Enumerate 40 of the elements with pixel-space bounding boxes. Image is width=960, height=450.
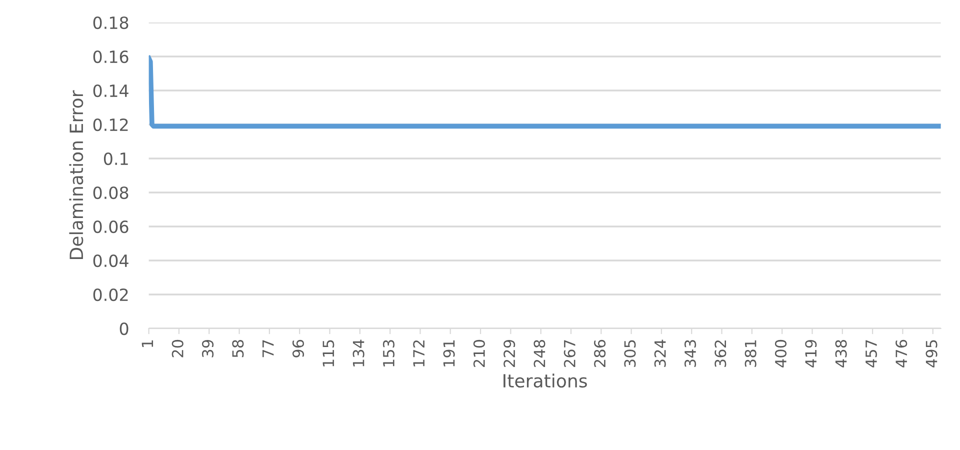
x-tick-label: 58	[232, 340, 244, 358]
x-tick-label: 286	[594, 340, 606, 367]
x-tick-label: 115	[322, 340, 334, 366]
x-tick-label: 438	[835, 340, 847, 368]
x-tick-label: 457	[866, 340, 877, 368]
x-tick-label: 362	[714, 340, 726, 367]
x-tick-label: 267	[564, 340, 576, 367]
x-tick-label: 229	[504, 340, 516, 367]
x-tick-label: 134	[352, 340, 364, 366]
x-tick-label: 343	[684, 340, 696, 367]
y-tick-label: 0.08	[93, 186, 128, 200]
line-series	[148, 56, 941, 129]
x-tick-label: 419	[805, 340, 817, 368]
x-tick-label: 248	[534, 340, 546, 367]
y-tick-label: 0.1	[104, 152, 128, 166]
x-tick-label: 210	[473, 340, 485, 367]
y-tick-label: 0.12	[93, 118, 128, 132]
y-tick-label: 0.06	[93, 220, 128, 234]
y-tick-label: 0.04	[93, 254, 128, 268]
x-tick-label: 191	[443, 340, 455, 366]
x-tick-label: 39	[202, 340, 214, 358]
y-tick-label: 0.18	[93, 16, 128, 30]
x-tick-label: 1	[142, 340, 154, 347]
y-axis-title: Delamination Error	[69, 90, 84, 259]
x-tick-label: 77	[262, 340, 274, 358]
x-tick-label: 96	[292, 340, 304, 358]
y-tick-label: 0.16	[93, 50, 128, 64]
x-tick-label: 400	[774, 340, 787, 368]
x-tick-label: 20	[172, 340, 184, 358]
y-tick-label: 0	[120, 322, 128, 336]
x-axis-title: Iterations	[504, 374, 587, 388]
x-tick-label: 153	[382, 340, 394, 366]
x-tick-label: 172	[413, 340, 424, 366]
y-tick-label: 0.14	[93, 84, 128, 98]
x-tick-label: 305	[624, 340, 636, 367]
x-tick-label: 381	[744, 340, 756, 367]
x-tick-label: 476	[896, 340, 908, 368]
x-tick-label: 495	[926, 340, 938, 368]
y-tick-label: 0.02	[93, 288, 128, 302]
x-tick-label: 324	[654, 340, 666, 367]
